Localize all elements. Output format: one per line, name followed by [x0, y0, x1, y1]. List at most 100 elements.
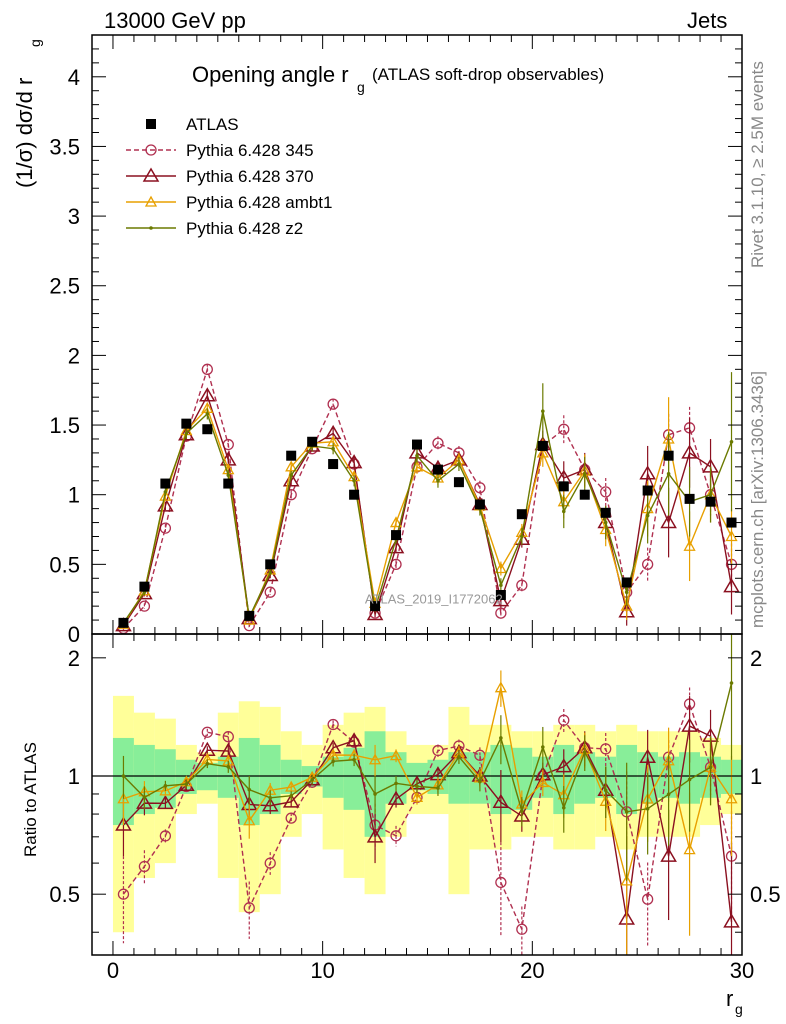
- data-point: [387, 539, 405, 554]
- data-point: [432, 437, 444, 449]
- data-point: [138, 600, 151, 612]
- data-point: [157, 497, 174, 512]
- chart-title: Opening angle r: [192, 62, 349, 87]
- ratio-point: [310, 777, 314, 782]
- data-point: [516, 579, 528, 591]
- legend-label: ATLAS: [186, 115, 239, 134]
- ratio-point: [582, 750, 587, 754]
- main-plot-area: [115, 363, 740, 634]
- ratio-point: [687, 777, 692, 782]
- data-point: [541, 409, 545, 413]
- ratio-plot-area: [92, 634, 742, 955]
- watermark-label: ATLAS_2019_I1772062: [365, 591, 503, 606]
- data-point: [681, 444, 698, 459]
- ratio-point: [163, 783, 168, 788]
- data-point: [389, 516, 403, 528]
- data-point: [352, 478, 356, 483]
- data-point: [520, 534, 524, 539]
- legend-label: Pythia 6.428 370: [186, 167, 314, 186]
- ratio-point: [410, 791, 424, 802]
- x-tick-label: 0: [107, 958, 119, 983]
- ratio-point: [117, 888, 130, 900]
- ratio-point: [201, 726, 213, 738]
- data-point: [457, 462, 461, 466]
- atlas-point: [579, 489, 590, 500]
- series-3-ratio: [121, 634, 734, 881]
- data-point: [558, 423, 570, 435]
- data-point: [163, 490, 168, 494]
- y-tick-label: 2.5: [49, 274, 80, 299]
- atlas-point: [349, 489, 360, 500]
- ratio-point: [352, 757, 356, 762]
- ratio-point: [285, 812, 297, 824]
- ratio-point: [261, 797, 279, 812]
- ratio-point: [366, 828, 384, 843]
- header-collision-label: 13000 GeV pp: [104, 8, 246, 33]
- ratio-band-inner: [280, 759, 302, 794]
- y-axis-label: (1/σ) dσ/d r: [12, 78, 37, 188]
- data-point: [205, 412, 210, 416]
- ratio-point: [600, 743, 612, 755]
- ratio-point: [159, 784, 172, 796]
- ratio-point: [368, 753, 382, 765]
- atlas-point: [202, 424, 213, 435]
- atlas-point: [118, 617, 129, 628]
- legend-label: Pythia 6.428 ambt1: [186, 193, 332, 212]
- ratio-point: [603, 788, 608, 793]
- atlas-point: [495, 589, 506, 600]
- ratio-point: [222, 731, 234, 743]
- atlas-point: [705, 496, 716, 507]
- data-point: [641, 558, 654, 570]
- atlas-point: [244, 610, 255, 621]
- ratio-point: [142, 795, 147, 800]
- atlas-point: [181, 418, 192, 429]
- data-point: [603, 520, 608, 525]
- atlas-point: [684, 493, 695, 504]
- ratio-point: [457, 754, 461, 759]
- x-tick-label: 20: [520, 958, 544, 983]
- data-point: [289, 473, 293, 477]
- data-point: [660, 514, 677, 529]
- atlas-point: [474, 499, 485, 510]
- ratio-point: [394, 781, 398, 786]
- ratio-point: [432, 744, 444, 757]
- x-axis-label: r: [726, 986, 733, 1011]
- ratio-y-tick-label-left: 2: [68, 646, 80, 671]
- ratio-point: [541, 745, 545, 749]
- ratio-point: [243, 814, 256, 826]
- legend-marker: [149, 226, 153, 230]
- ratio-point: [641, 893, 654, 905]
- ratio-point: [390, 830, 402, 842]
- atlas-point: [286, 450, 297, 461]
- data-point: [199, 387, 216, 402]
- ratio-point: [624, 809, 629, 814]
- ratio-point: [117, 792, 130, 804]
- ratio-y-tick-label-right: 1: [750, 764, 762, 789]
- ratio-band-inner: [217, 756, 239, 798]
- y-tick-label: 0.5: [49, 552, 80, 577]
- ratio-point: [520, 809, 524, 813]
- atlas-data: [118, 418, 737, 628]
- ratio-point: [536, 776, 549, 788]
- atlas-point: [432, 464, 443, 475]
- data-point: [226, 473, 231, 477]
- ratio-point: [121, 774, 126, 778]
- data-point: [620, 599, 633, 611]
- atlas-point: [307, 436, 318, 447]
- atlas-point: [223, 478, 234, 489]
- atlas-point: [412, 439, 422, 450]
- atlas-point: [328, 459, 339, 470]
- ratio-point: [561, 805, 566, 810]
- ratio-y-tick-label-right: 0.5: [750, 882, 781, 907]
- data-point: [345, 454, 363, 469]
- legend: ATLAS Pythia 6.428 345 Pythia 6.428 370 Pyt…: [126, 115, 332, 238]
- ratio-frame: [91, 633, 743, 956]
- data-point: [725, 530, 738, 542]
- atlas-point: [537, 440, 548, 451]
- data-point: [499, 583, 503, 588]
- data-point: [723, 578, 740, 593]
- atlas-point: [726, 517, 737, 528]
- data-point: [327, 398, 339, 410]
